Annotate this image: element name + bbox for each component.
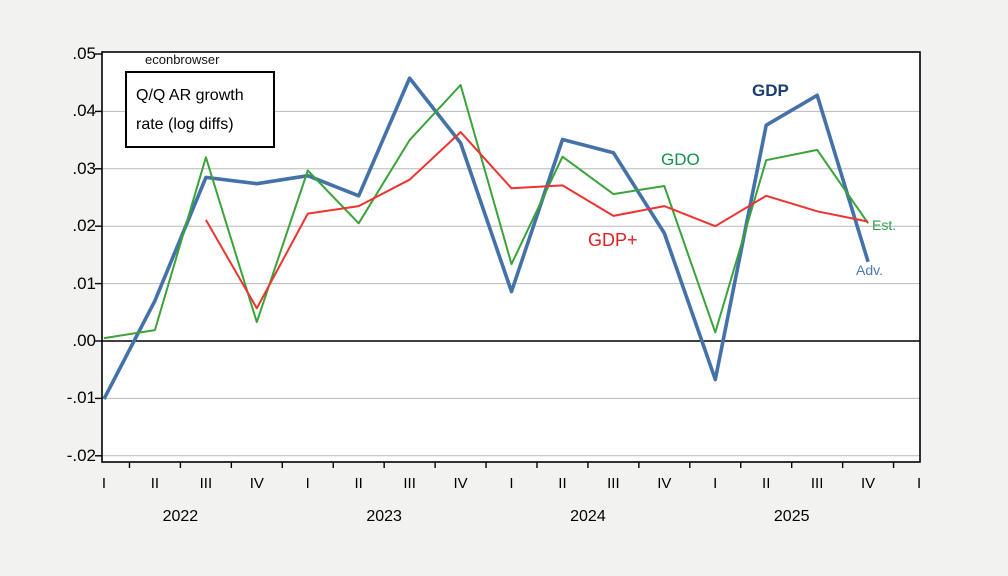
x-axis-quarter-label: III	[607, 475, 620, 492]
x-axis-quarter-label: III	[403, 475, 416, 492]
x-axis-quarter-label: I	[916, 475, 922, 492]
y-axis-label: .05	[72, 44, 96, 63]
series-label-gdp: GDP	[752, 81, 789, 100]
x-axis-quarter-label: III	[199, 475, 213, 492]
x-axis-quarter-label: III	[810, 475, 824, 492]
note-line-2: rate (log diffs)	[136, 116, 234, 133]
x-axis-quarter-label: IV	[249, 475, 264, 492]
y-axis-label: -.02	[66, 445, 96, 465]
series-label-adv: Adv.	[856, 262, 883, 278]
x-axis-quarter-label: II	[558, 475, 567, 492]
x-axis-year-label: 2022	[162, 508, 199, 525]
series-line-gdp	[102, 76, 870, 400]
x-axis-quarter-label: IV	[657, 475, 672, 492]
y-axis-label: .01	[72, 273, 96, 293]
series-line-gdp-plus	[205, 131, 869, 310]
y-axis-label: .00	[72, 331, 96, 350]
series-label-est: Est.	[872, 217, 897, 233]
x-axis-quarter-label: I	[101, 475, 107, 492]
chart-note-box: Q/Q AR growth rate (log diffs)	[125, 71, 275, 148]
x-axis-quarter-label: I	[509, 475, 514, 492]
y-axis-label: -.01	[66, 388, 96, 408]
y-axis-label: .04	[72, 101, 96, 121]
x-axis-year-label: 2024	[570, 508, 606, 525]
watermark-econbrowser: econbrowser	[145, 52, 220, 67]
x-axis-quarter-label: IV	[861, 475, 876, 492]
plot-frame	[101, 51, 921, 463]
x-axis-year-label: 2025	[773, 508, 810, 525]
series-label-gdp-plus: GDP+	[588, 230, 638, 250]
y-axis-label: .02	[72, 216, 96, 236]
x-axis-quarter-label: IV	[453, 475, 468, 492]
y-axis-label: .03	[72, 158, 96, 178]
x-axis-quarter-label: II	[354, 475, 363, 492]
note-line-1: Q/Q AR growth	[136, 87, 244, 104]
x-axis-quarter-label: II	[150, 475, 160, 492]
series-label-gdo: GDO	[661, 150, 700, 169]
x-axis-quarter-label: II	[762, 475, 771, 492]
x-axis-quarter-label: I	[305, 475, 310, 492]
x-axis-year-label: 2023	[366, 508, 402, 525]
series-line-gdo	[103, 84, 869, 340]
x-axis-quarter-label: I	[713, 475, 718, 492]
